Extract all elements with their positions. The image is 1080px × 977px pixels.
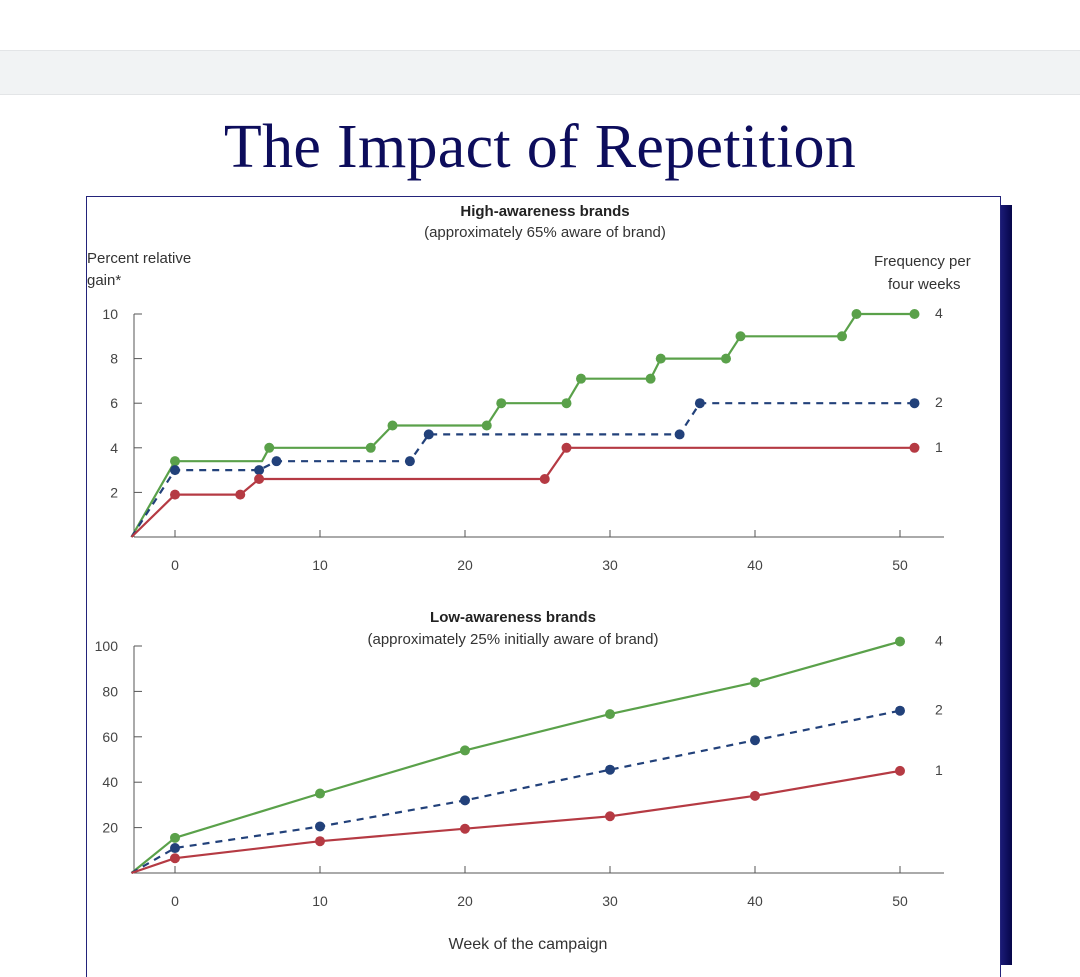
bottom-chart-series-4-point	[170, 832, 180, 843]
bottom-chart-series-2-label: 2	[935, 702, 943, 718]
bottom-chart-series-4-point	[315, 788, 325, 799]
bottom-chart-series-1-point	[750, 790, 760, 801]
bottom-chart-x-tick-label: 10	[312, 893, 328, 909]
top-chart-series-2-point	[909, 398, 920, 409]
top-chart-series-1-point	[235, 489, 246, 500]
top-chart-x-tick-label: 50	[892, 557, 908, 573]
top-chart-y-tick-label: 2	[110, 484, 118, 500]
bottom-chart-series-2-point	[605, 764, 615, 775]
top-chart-series-4-point	[576, 373, 586, 384]
bottom-chart-series-2-point	[315, 821, 325, 832]
bottom-chart-y-tick-label: 80	[102, 683, 118, 699]
bottom-chart-series-2-point	[460, 795, 470, 806]
bottom-chart-series-4-point	[605, 709, 615, 720]
top-chart-x-tick-label: 10	[312, 557, 328, 573]
top-chart-series-2-point	[674, 429, 685, 440]
top-chart-series-1-label: 1	[935, 439, 943, 455]
top-chart-x-tick-label: 20	[457, 557, 473, 573]
top-chart-series-2-point	[694, 398, 705, 409]
bottom-chart-x-tick-label: 50	[892, 893, 908, 909]
top-chart-series-1-point	[909, 442, 920, 453]
slide-title: The Impact of Repetition	[223, 113, 857, 181]
top-chart-series-2-label: 2	[935, 394, 943, 410]
top-chart-series-4-point	[365, 442, 376, 453]
frequency-label-line2: four weeks	[888, 276, 961, 293]
top-chart-series-4-point	[909, 309, 920, 319]
bottom-chart-x-tick-label: 0	[171, 893, 179, 909]
top-chart-y-tick-label: 8	[110, 351, 118, 367]
top-chart-series-4-point	[264, 442, 275, 453]
bottom-chart-x-tick-label: 20	[457, 893, 473, 909]
top-chart-x-tick-label: 30	[602, 557, 618, 573]
top-chart-series-2-line	[130, 402, 915, 538]
top-chart-series-1-point	[561, 442, 572, 453]
top-chart-y-tick-label: 4	[110, 440, 118, 456]
top-chart-series-1-point	[539, 474, 550, 485]
bottom-chart-y-tick-label: 100	[95, 638, 119, 654]
x-axis-label: Week of the campaign	[449, 936, 608, 953]
bottom-chart-series-2-line	[130, 709, 901, 874]
top-chart-x-tick-label: 0	[171, 557, 179, 573]
top-chart-series-4-point	[387, 420, 398, 431]
frame-shadow	[1000, 205, 1012, 965]
top-chart-series-1-point	[170, 489, 180, 500]
top-chart-series-1-point	[254, 474, 265, 485]
bottom-chart-y-tick-label: 40	[102, 774, 118, 790]
bottom-chart-series-2-point	[170, 843, 180, 854]
top-chart-series-4-point	[655, 353, 666, 364]
bottom-chart-series-4-point	[460, 745, 470, 756]
top-chart-series-2-point	[423, 429, 434, 440]
y-axis-label-line2: gain*	[87, 272, 121, 289]
bottom-chart-series-4-label: 4	[935, 632, 943, 648]
bottom-chart-series-1-line	[131, 769, 901, 875]
top-chart-series-4-point	[645, 373, 656, 384]
bottom-chart-series-1-point	[315, 836, 325, 847]
top-chart-series-4-line	[130, 312, 915, 538]
bottom-chart-series-1-point	[170, 853, 180, 864]
top-chart-series-4-point	[481, 420, 492, 431]
bottom-chart-x-tick-label: 40	[747, 893, 763, 909]
bottom-chart-series-1-label: 1	[935, 762, 943, 778]
top-chart-series-4-point	[837, 331, 847, 342]
bottom-chart-series-1-point	[460, 823, 470, 834]
bottom-chart-y-tick-label: 60	[102, 729, 118, 745]
top-chart-series-4-point	[851, 309, 862, 319]
top-chart-title: High-awareness brands	[460, 203, 629, 220]
top-chart-series-2-point	[404, 456, 415, 467]
top-chart-series-2-point	[170, 465, 180, 476]
bottom-chart-series-4-point	[750, 677, 760, 688]
frequency-label-line1: Frequency per	[874, 253, 971, 270]
top-chart-y-tick-label: 6	[110, 395, 118, 411]
top-chart-x-tick-label: 40	[747, 557, 763, 573]
bottom-chart-series-2-point	[750, 735, 760, 746]
top-chart-series-4-point	[496, 398, 507, 409]
y-axis-label-line1: Percent relative	[87, 250, 191, 267]
bottom-chart-series-1-point	[605, 811, 615, 822]
top-chart-series-4-point	[170, 456, 180, 467]
bottom-chart-subtitle: (approximately 25% initially aware of br…	[368, 631, 659, 648]
top-chart-series-4-point	[721, 353, 731, 364]
bottom-chart-series-4-point	[895, 636, 905, 647]
bottom-chart-series-2-point	[895, 705, 905, 716]
bottom-chart-title: Low-awareness brands	[430, 609, 596, 626]
top-chart-series-4-point	[735, 331, 746, 342]
top-chart-subtitle: (approximately 65% aware of brand)	[424, 224, 666, 241]
top-chart-series-2-point	[254, 465, 265, 476]
bottom-chart-x-tick-label: 30	[602, 893, 618, 909]
bottom-chart-series-1-point	[895, 765, 905, 776]
top-chart-y-tick-label: 10	[102, 306, 118, 322]
top-chart-series-4-point	[561, 398, 572, 409]
top-chart-series-4-label: 4	[935, 305, 943, 321]
top-chart-series-2-point	[271, 456, 282, 467]
browser-toolbar	[0, 50, 1080, 95]
bottom-chart-y-tick-label: 20	[102, 820, 118, 836]
